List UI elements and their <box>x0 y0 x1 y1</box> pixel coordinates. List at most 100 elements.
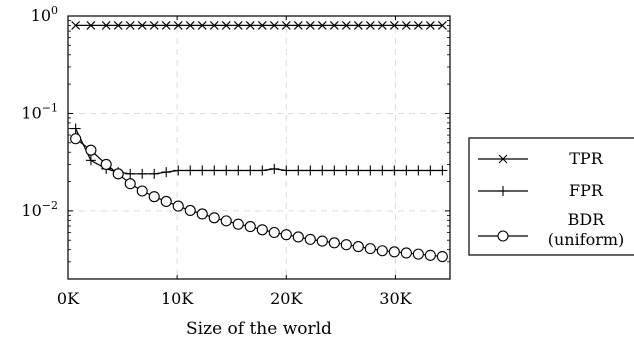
x-tick-label: 20K <box>270 289 303 308</box>
legend-marker-tpr <box>498 154 508 164</box>
data-point-tpr <box>113 21 123 30</box>
data-point-fpr <box>125 168 136 179</box>
data-point-bdr <box>412 248 424 260</box>
legend-marker-bdr <box>497 230 509 242</box>
data-point-fpr <box>269 163 280 174</box>
data-point-bdr <box>340 239 352 251</box>
data-point-tpr <box>365 21 375 30</box>
data-point-tpr <box>221 21 231 30</box>
data-point-tpr <box>101 21 111 30</box>
grid <box>68 16 450 279</box>
data-point-tpr <box>71 21 81 30</box>
x-axis-ticks: 0K 10K 20K 30K <box>57 16 413 308</box>
data-point-tpr <box>173 21 183 30</box>
data-point-tpr <box>161 21 171 30</box>
data-point-bdr <box>136 185 148 197</box>
data-point-fpr <box>377 165 388 176</box>
legend-item-fpr: FPR <box>478 181 604 200</box>
series-tpr <box>71 21 447 30</box>
data-point-tpr <box>425 21 435 30</box>
legend-marker-fpr <box>498 186 508 196</box>
x-tick-label: 30K <box>379 289 412 308</box>
y-tick-label: 10−2 <box>21 199 58 220</box>
data-point-tpr <box>269 21 279 30</box>
y-axis-ticks: 100 10−1 10−2 <box>21 4 450 280</box>
data-point-fpr <box>425 165 436 176</box>
data-point-bdr <box>160 195 172 207</box>
data-point-tpr <box>185 21 195 30</box>
data-point-tpr <box>125 21 135 30</box>
data-point-bdr <box>436 250 448 263</box>
data-point-bdr <box>172 200 184 212</box>
data-point-tpr <box>437 21 447 30</box>
data-point-tpr <box>197 21 207 30</box>
data-point-tpr <box>389 21 399 30</box>
data-point-bdr <box>184 204 196 217</box>
data-point-fpr <box>353 165 364 176</box>
legend-box <box>468 137 634 256</box>
data-point-fpr <box>185 165 196 176</box>
data-point-bdr <box>304 233 316 245</box>
series-fpr <box>70 123 448 179</box>
data-point-tpr <box>401 21 411 30</box>
data-point-fpr <box>329 165 340 176</box>
data-point-bdr <box>400 247 412 259</box>
data-point-tpr <box>317 21 327 30</box>
data-point-tpr <box>353 21 363 30</box>
data-point-tpr <box>293 21 303 30</box>
data-point-fpr <box>197 165 208 176</box>
data-point-bdr <box>328 237 340 249</box>
x-tick-label: 0K <box>57 289 80 308</box>
data-point-fpr <box>293 165 304 176</box>
data-point-bdr <box>196 208 208 220</box>
data-point-tpr <box>329 21 339 30</box>
data-point-bdr <box>376 245 388 257</box>
legend-item-tpr: TPR <box>478 149 604 168</box>
data-point-fpr <box>257 165 268 176</box>
data-point-fpr <box>221 165 232 176</box>
data-point-bdr <box>316 235 328 247</box>
data-point-fpr <box>70 123 81 134</box>
data-point-bdr <box>292 231 304 243</box>
data-point-bdr <box>280 229 292 241</box>
data-point-bdr <box>124 178 136 190</box>
data-point-fpr <box>305 165 316 176</box>
data-point-fpr <box>341 165 352 176</box>
data-point-tpr <box>245 21 255 30</box>
data-point-fpr <box>281 165 292 176</box>
data-point-tpr <box>209 21 219 30</box>
data-point-tpr <box>86 21 96 30</box>
legend: TPR FPR BDR(uniform) <box>468 137 634 256</box>
data-point-bdr <box>85 144 97 156</box>
data-point-fpr <box>245 165 256 176</box>
legend-label: FPR <box>569 181 604 200</box>
legend-label: BDR <box>568 210 606 229</box>
legend-item-bdr: BDR(uniform) <box>478 210 624 249</box>
x-tick-label: 10K <box>161 289 194 308</box>
data-point-bdr <box>112 168 124 180</box>
data-point-fpr <box>413 165 424 176</box>
data-point-tpr <box>137 21 147 30</box>
data-point-bdr <box>70 133 82 145</box>
data-point-tpr <box>413 21 423 30</box>
data-point-tpr <box>257 21 267 30</box>
data-point-bdr <box>100 158 112 170</box>
data-point-fpr <box>209 165 220 176</box>
data-point-bdr <box>148 191 160 203</box>
data-point-fpr <box>233 165 244 176</box>
data-point-tpr <box>233 21 243 30</box>
data-point-fpr <box>365 165 376 176</box>
data-point-fpr <box>161 167 172 178</box>
data-point-bdr <box>244 221 256 233</box>
data-point-bdr <box>256 224 268 236</box>
data-point-bdr <box>232 218 244 230</box>
data-point-tpr <box>341 21 351 30</box>
data-point-fpr <box>389 165 400 176</box>
series-line-bdr <box>75 138 443 258</box>
data-point-bdr <box>220 215 232 227</box>
series-layer <box>70 21 448 263</box>
plot-frame <box>67 15 451 280</box>
data-point-bdr <box>424 249 436 261</box>
data-point-fpr <box>173 165 184 176</box>
